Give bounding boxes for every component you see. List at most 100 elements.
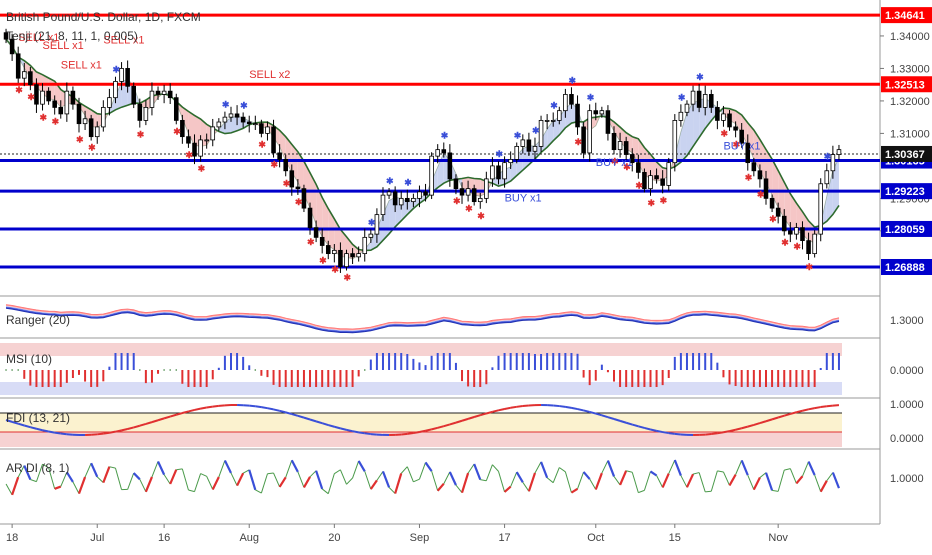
sell-marker-icon: ✱	[40, 113, 48, 123]
fdi-segment	[401, 434, 407, 435]
candle[interactable]	[211, 119, 215, 146]
ardi-segment	[6, 484, 12, 495]
price-tick-label: 1.31000	[890, 128, 930, 140]
fdi-segment	[705, 434, 711, 435]
candle-body	[807, 241, 811, 254]
candle-body	[563, 94, 567, 110]
ardi-segment	[213, 477, 219, 490]
candle[interactable]	[715, 101, 719, 129]
fdi-segment	[55, 433, 61, 434]
sell-marker-icon: ✱	[793, 242, 801, 252]
candle-body	[138, 104, 142, 120]
msi-lower-zone	[0, 382, 842, 395]
fdi-segment	[359, 432, 365, 433]
candle[interactable]	[576, 95, 580, 134]
candle[interactable]	[174, 94, 178, 125]
ardi-segment	[571, 489, 577, 493]
candle-body	[223, 117, 227, 122]
ardi-segment	[231, 473, 237, 486]
candle-body	[369, 234, 373, 237]
date-tick-label: 20	[328, 532, 340, 544]
sell-marker-icon: ✱	[635, 181, 643, 191]
candle-body	[375, 215, 379, 234]
sell-marker-icon: ✱	[271, 160, 279, 170]
ardi-segment	[359, 461, 365, 471]
candle[interactable]	[150, 82, 154, 115]
candle-body	[326, 245, 330, 253]
candle-body	[673, 120, 677, 162]
candle-body	[424, 192, 428, 195]
candle-body	[764, 179, 768, 198]
candle[interactable]	[673, 114, 677, 171]
candle[interactable]	[484, 172, 488, 203]
candle[interactable]	[667, 158, 671, 191]
candle-body	[636, 163, 640, 173]
candle[interactable]	[430, 152, 434, 199]
chart-title: British Pound/U.S. Dollar, 1D, FXCM	[6, 10, 201, 24]
candle-body	[442, 150, 446, 153]
candles[interactable]	[4, 29, 841, 273]
candle-body	[466, 189, 470, 195]
candle[interactable]	[588, 104, 592, 161]
candle[interactable]	[302, 185, 306, 212]
candle-body	[649, 176, 653, 189]
sell-marker-icon: ✱	[258, 139, 266, 149]
ardi-segment	[128, 473, 134, 489]
level-price-label: 1.28059	[881, 221, 932, 237]
fdi-segment	[274, 409, 280, 410]
candle-body	[655, 176, 659, 179]
fdi-segment	[36, 429, 42, 430]
ranger-panel-title: Ranger (20)	[6, 313, 70, 327]
ardi-segment	[638, 490, 644, 492]
candle-body	[557, 111, 561, 121]
candle-body	[497, 166, 501, 179]
candle[interactable]	[813, 230, 817, 257]
candle[interactable]	[825, 164, 829, 189]
ardi-segment	[225, 460, 231, 472]
candle[interactable]	[819, 178, 823, 241]
date-tick-label: Sep	[410, 532, 430, 544]
date-tick-label: 15	[669, 532, 681, 544]
ardi-segment	[802, 462, 808, 477]
ardi-segment	[413, 479, 419, 482]
fdi-segment	[188, 410, 194, 411]
candle[interactable]	[89, 115, 93, 141]
candle-body	[837, 150, 841, 155]
fdi-segment	[827, 406, 833, 407]
buy-marker-icon: ✱	[587, 92, 595, 102]
ardi-segment	[772, 490, 778, 491]
candle[interactable]	[606, 105, 610, 140]
candle[interactable]	[679, 104, 683, 126]
fdi-panel-title: FDI (13, 21)	[6, 411, 70, 425]
candle[interactable]	[71, 86, 75, 109]
candle-body	[302, 189, 306, 208]
candle-body	[28, 72, 32, 85]
sell-marker-icon: ✱	[76, 134, 84, 144]
ardi-segment	[462, 473, 468, 493]
candle[interactable]	[837, 145, 841, 160]
candle[interactable]	[132, 82, 136, 108]
fdi-segment	[407, 433, 413, 434]
candle[interactable]	[168, 83, 172, 104]
candle[interactable]	[16, 47, 20, 83]
candle[interactable]	[162, 85, 166, 103]
date-tick-label: 17	[498, 532, 510, 544]
ardi-segment	[608, 461, 614, 477]
candle[interactable]	[363, 229, 367, 262]
candle[interactable]	[582, 122, 586, 158]
price-tick-label: 1.33000	[890, 63, 930, 75]
candle[interactable]	[101, 100, 105, 131]
candle[interactable]	[643, 168, 647, 192]
ardi-segment	[255, 490, 261, 493]
fdi-segment	[565, 407, 571, 408]
buy-marker-icon: ✱	[240, 100, 248, 110]
candle[interactable]	[539, 116, 543, 152]
candle[interactable]	[65, 82, 69, 121]
msi-tick-label: 0.0000	[890, 365, 924, 377]
ardi-segment	[347, 478, 353, 484]
date-tick-label: Nov	[768, 532, 788, 544]
fdi-segment	[669, 433, 675, 434]
ardi-segment	[632, 472, 638, 492]
candle-body	[351, 254, 355, 257]
